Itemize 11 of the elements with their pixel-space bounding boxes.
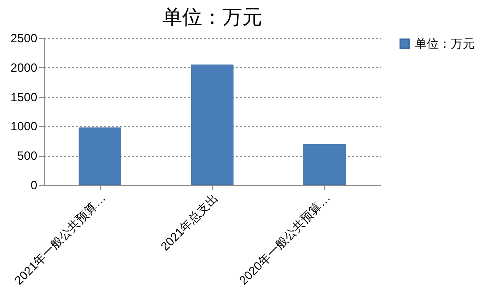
y-tick-label: 1000	[10, 120, 38, 134]
bar	[78, 128, 122, 186]
bar	[304, 144, 346, 186]
bar	[191, 64, 234, 186]
y-tick-label: 2000	[10, 60, 38, 75]
legend-label: 单位：万元	[415, 37, 475, 51]
y-tick-label: 1500	[10, 90, 38, 104]
chart-title: 单位：万元	[162, 7, 262, 29]
y-tick-label: 500	[17, 149, 38, 164]
y-tick-label: 2500	[10, 32, 38, 46]
y-tick-label: 0	[30, 178, 38, 192]
